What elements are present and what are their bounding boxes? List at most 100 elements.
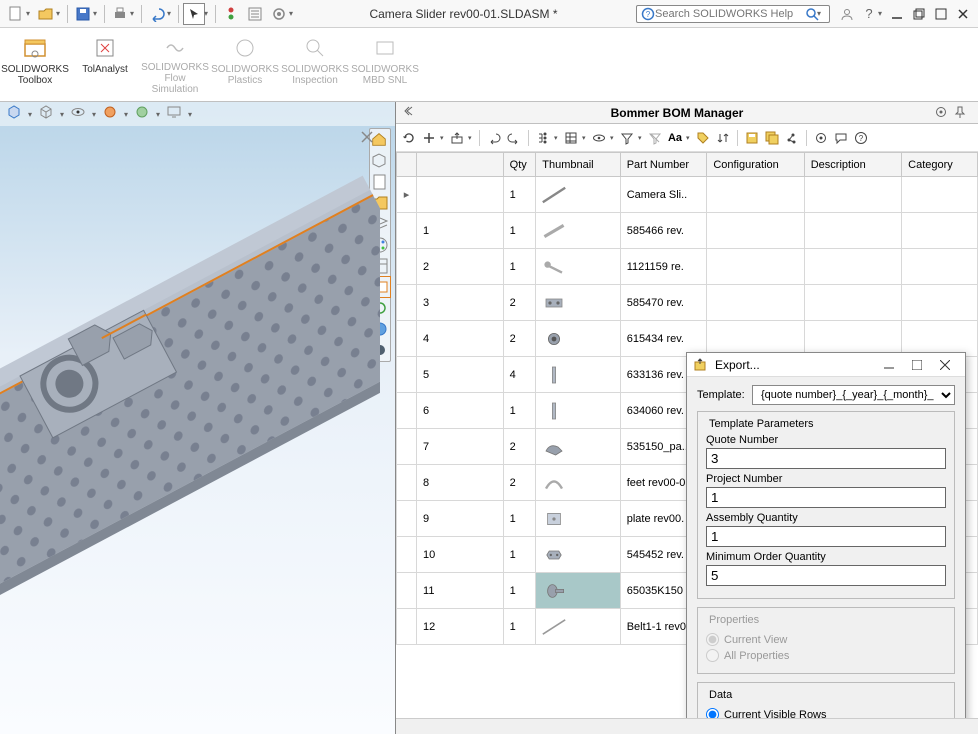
dd[interactable]: ▾ (440, 134, 446, 142)
help2-icon[interactable]: ? (852, 129, 870, 147)
redo-icon[interactable] (505, 129, 523, 147)
project-input[interactable] (706, 487, 946, 508)
expand-cell[interactable] (397, 393, 417, 429)
quote-input[interactable] (706, 448, 946, 469)
user-icon[interactable] (837, 5, 857, 23)
open-dropdown[interactable]: ▾ (56, 9, 64, 18)
open-icon[interactable] (35, 3, 57, 25)
collapse-icon[interactable] (404, 105, 420, 121)
select-arrow-icon[interactable] (183, 3, 205, 25)
vp-sphere2-icon[interactable] (134, 104, 154, 124)
expand-cell[interactable] (397, 213, 417, 249)
undo-dropdown[interactable]: ▾ (167, 9, 175, 18)
gear-icon[interactable] (934, 105, 950, 121)
ribbon-flow[interactable]: SOLIDWORKS Flow Simulation (140, 30, 210, 99)
ribbon-tolanalyst[interactable]: TolAnalyst (70, 30, 140, 99)
dd[interactable]: ▾ (468, 134, 474, 142)
undo-icon[interactable] (146, 3, 168, 25)
options-icon[interactable] (244, 3, 266, 25)
expand-cell[interactable] (397, 573, 417, 609)
pin-icon[interactable] (954, 105, 970, 121)
vp-isocube-icon[interactable] (38, 104, 58, 124)
expand-cell[interactable] (397, 285, 417, 321)
chat-icon[interactable] (832, 129, 850, 147)
moq-input[interactable] (706, 565, 946, 586)
vp-dd[interactable]: ▾ (60, 110, 68, 119)
asmqty-input[interactable] (706, 526, 946, 547)
column-header[interactable]: Qty (503, 153, 536, 177)
vp-dd[interactable]: ▾ (124, 110, 132, 119)
vp-dd[interactable]: ▾ (188, 110, 196, 119)
horizontal-scrollbar[interactable] (396, 718, 978, 734)
tree-icon[interactable] (534, 129, 552, 147)
vp-monitor-icon[interactable] (166, 104, 186, 124)
expand-cell[interactable] (397, 501, 417, 537)
expand-cell[interactable] (397, 429, 417, 465)
traffic-icon[interactable] (220, 3, 242, 25)
font-icon[interactable]: Aa (666, 129, 684, 147)
vp-eye-icon[interactable] (70, 104, 90, 124)
dd[interactable]: ▾ (554, 134, 560, 142)
ribbon-toolbox[interactable]: SOLIDWORKS Toolbox (0, 30, 70, 99)
dd[interactable]: ▾ (610, 134, 616, 142)
dd[interactable]: ▾ (686, 134, 692, 142)
expand-cell[interactable] (397, 609, 417, 645)
column-header[interactable] (417, 153, 504, 177)
ribbon-mbd[interactable]: SOLIDWORKS MBD SNL (350, 30, 420, 99)
new-dropdown[interactable]: ▾ (26, 9, 34, 18)
column-header[interactable]: Category (902, 153, 978, 177)
undo2-icon[interactable] (485, 129, 503, 147)
column-header[interactable]: Configuration (707, 153, 804, 177)
search-dropdown[interactable]: ▾ (817, 9, 825, 18)
dialog-close-icon[interactable] (931, 355, 959, 375)
column-header[interactable] (397, 153, 417, 177)
expand-cell[interactable] (397, 321, 417, 357)
expand-cell[interactable] (397, 249, 417, 285)
eye2-icon[interactable] (590, 129, 608, 147)
filter-icon[interactable] (618, 129, 636, 147)
table-row[interactable]: ▸1Camera Sli.. (397, 177, 978, 213)
help-dropdown[interactable]: ▾ (878, 9, 886, 18)
export-icon[interactable] (448, 129, 466, 147)
print-icon[interactable] (109, 3, 131, 25)
settings-gear-icon[interactable] (268, 3, 290, 25)
vp-cube-icon[interactable] (6, 104, 26, 124)
ribbon-plastics[interactable]: SOLIDWORKS Plastics (210, 30, 280, 99)
tag-icon[interactable] (694, 129, 712, 147)
help-menu-icon[interactable]: ? (859, 5, 879, 23)
ribbon-inspection[interactable]: SOLIDWORKS Inspection (280, 30, 350, 99)
dd[interactable]: ▾ (582, 134, 588, 142)
select-dropdown[interactable]: ▾ (204, 9, 212, 18)
column-header[interactable]: Part Number (620, 153, 707, 177)
expand-cell[interactable]: ▸ (397, 177, 417, 213)
save-icon[interactable] (72, 3, 94, 25)
3d-viewport[interactable]: ▾ ▾ ▾ ▾ ▾ ▾ (0, 102, 396, 734)
dialog-minimize-icon[interactable] (875, 355, 903, 375)
save2-icon[interactable] (743, 129, 761, 147)
dialog-maximize-icon[interactable] (903, 355, 931, 375)
search-input[interactable] (655, 8, 805, 20)
vp-sphere-icon[interactable] (102, 104, 122, 124)
add-icon[interactable] (420, 129, 438, 147)
restore-icon[interactable] (909, 5, 929, 23)
table-row[interactable]: 11585466 rev. (397, 213, 978, 249)
table-row[interactable]: 32585470 rev. (397, 285, 978, 321)
expand-cell[interactable] (397, 537, 417, 573)
share-icon[interactable] (783, 129, 801, 147)
dialog-titlebar[interactable]: Export... (687, 353, 965, 377)
vp-dd[interactable]: ▾ (28, 110, 36, 119)
refresh-icon[interactable] (400, 129, 418, 147)
column-header[interactable]: Description (804, 153, 901, 177)
new-icon[interactable] (5, 3, 27, 25)
expand-cell[interactable] (397, 465, 417, 501)
minimize-icon[interactable] (887, 5, 907, 23)
vp-dd[interactable]: ▾ (156, 110, 164, 119)
table-row[interactable]: 211121159 re. (397, 249, 978, 285)
help-search[interactable]: ? ▾ (636, 5, 830, 23)
maximize-icon[interactable] (931, 5, 951, 23)
save-dropdown[interactable]: ▾ (93, 9, 101, 18)
vp-dd[interactable]: ▾ (92, 110, 100, 119)
expand-cell[interactable] (397, 357, 417, 393)
settings-dropdown[interactable]: ▾ (289, 9, 297, 18)
column-header[interactable]: Thumbnail (536, 153, 620, 177)
